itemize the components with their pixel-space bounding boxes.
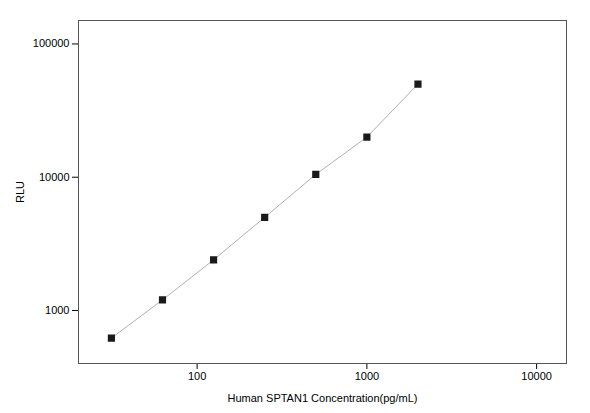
svg-text:100: 100 xyxy=(188,370,206,382)
svg-text:Human SPTAN1 Concentration(pg/: Human SPTAN1 Concentration(pg/mL) xyxy=(228,392,418,404)
svg-text:RLU: RLU xyxy=(14,181,26,203)
svg-text:10000: 10000 xyxy=(39,171,70,183)
svg-text:100000: 100000 xyxy=(33,37,70,49)
svg-text:1000: 1000 xyxy=(355,370,379,382)
svg-text:10000: 10000 xyxy=(521,370,552,382)
svg-text:1000: 1000 xyxy=(45,304,69,316)
